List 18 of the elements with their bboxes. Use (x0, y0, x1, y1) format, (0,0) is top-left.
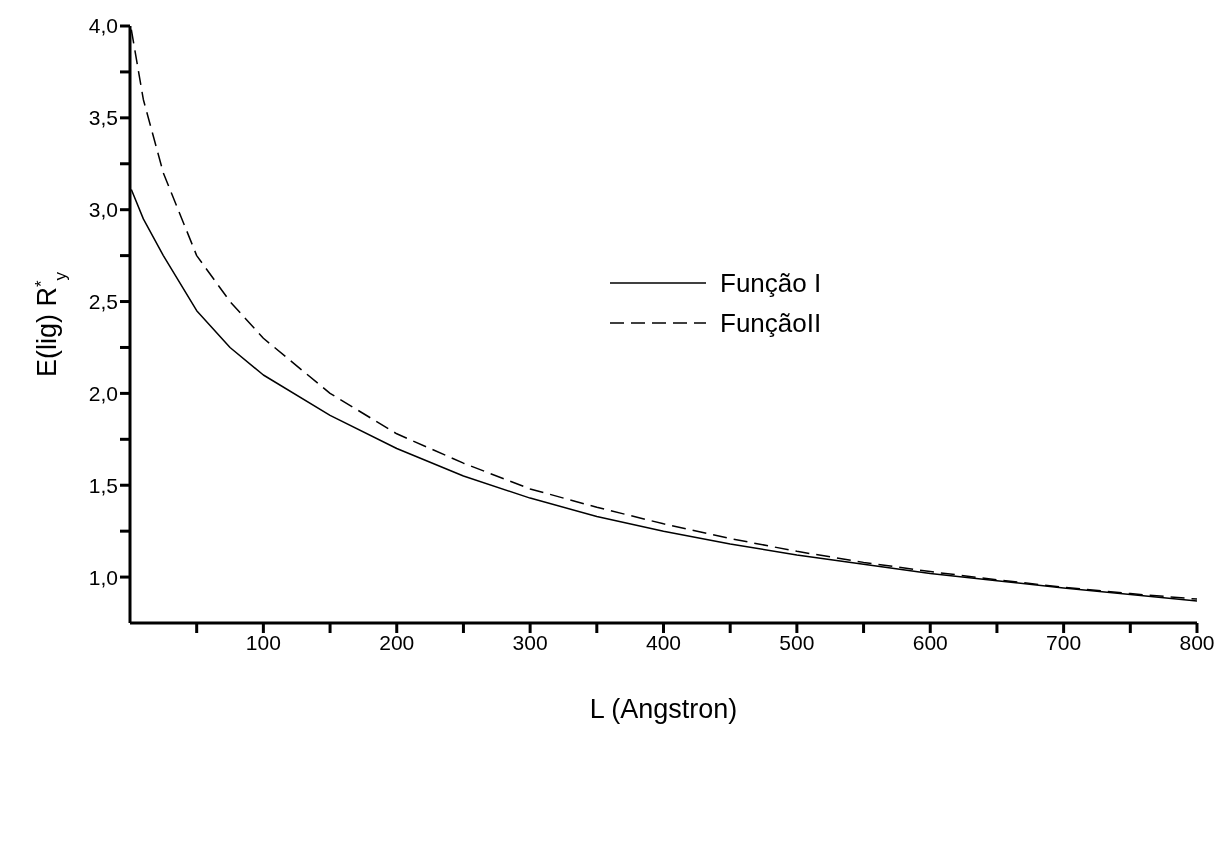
x-tick-label: 500 (779, 630, 815, 654)
y-tick-label: 4,0 (88, 14, 118, 38)
x-tick-label: 400 (645, 630, 682, 654)
x-tick-label: 200 (379, 630, 415, 654)
y-tick-label: 2,0 (88, 381, 118, 405)
x-tick-label: 100 (245, 630, 281, 654)
legend-label: FunçãoII (720, 307, 822, 339)
x-axis-title: L (Angstron) (589, 694, 738, 724)
y-tick-label: 2,5 (88, 289, 118, 313)
y-tick-label: 1,5 (88, 473, 118, 497)
y-tick-label: 3,0 (88, 198, 118, 222)
x-tick-label: 800 (1179, 630, 1215, 654)
y-tick-label: 3,5 (88, 106, 118, 130)
y-tick-label: 1,0 (88, 565, 118, 589)
x-tick-label: 300 (512, 630, 548, 654)
x-tick-label: 600 (912, 630, 948, 654)
legend-label: Função I (720, 267, 822, 299)
x-tick-label: 700 (1046, 630, 1082, 654)
